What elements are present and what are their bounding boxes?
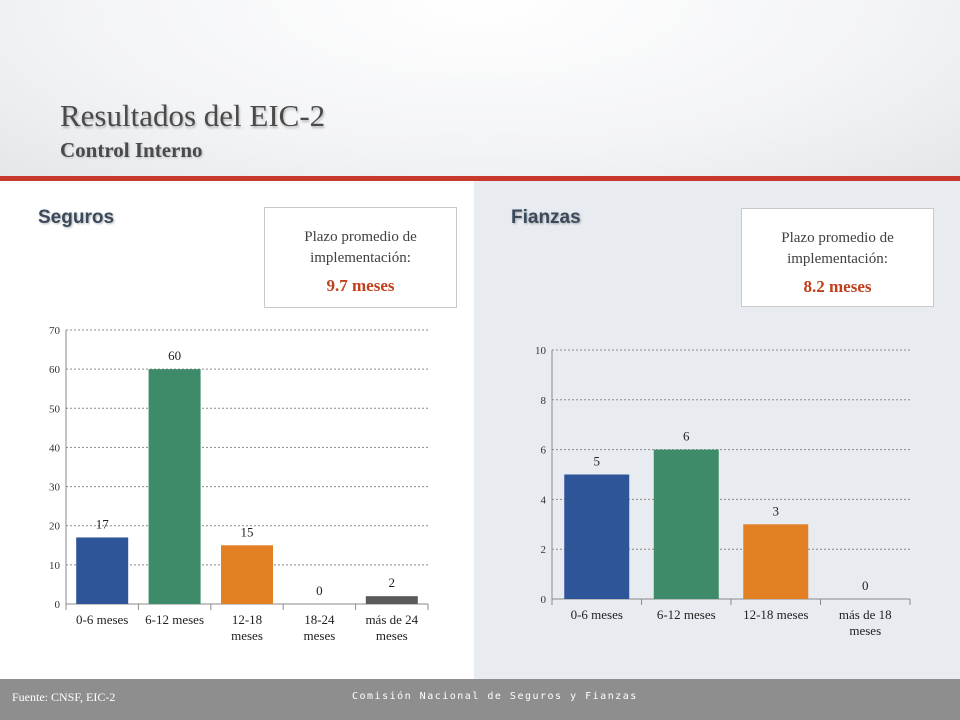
data-label-seguros: 60 [168, 348, 181, 363]
section-title-seguros: Seguros [38, 207, 115, 228]
bar-fianzas [743, 524, 809, 599]
bar-seguros [76, 537, 129, 604]
x-category-label-fianzas: 12-18 meses [743, 607, 808, 622]
y-tick-label-seguros: 70 [49, 325, 61, 337]
average-label-seguros: Plazo promedio de implementación: [304, 229, 417, 266]
x-category-label-fianzas: más de 18 [839, 607, 892, 622]
header-divider [0, 176, 960, 181]
bar-fianzas [564, 474, 630, 599]
y-tick-label-fianzas: 0 [541, 594, 547, 606]
x-category-label-seguros: 18-24 [304, 612, 335, 627]
header-background [0, 0, 960, 178]
bar-fianzas [653, 449, 719, 599]
organization-name: Comisión Nacional de Seguros y Fianzas [352, 691, 638, 702]
average-value-fianzas: 8.2 meses [803, 277, 872, 296]
y-tick-label-fianzas: 6 [541, 445, 547, 457]
bar-seguros [148, 369, 201, 604]
page-subtitle: Control Interno [60, 138, 203, 162]
x-category-label-fianzas: 0-6 meses [571, 607, 623, 622]
y-tick-label-fianzas: 2 [541, 544, 547, 556]
data-label-seguros: 17 [96, 516, 110, 531]
y-tick-label-seguros: 60 [49, 364, 61, 376]
footer-bar: Fuente: CNSF, EIC-2 Comisión Nacional de… [0, 679, 960, 720]
average-value-seguros: 9.7 meses [326, 276, 395, 295]
x-category-label-seguros: 0-6 meses [76, 612, 128, 627]
page-title: Resultados del EIC-2 [60, 98, 326, 133]
y-tick-label-fianzas: 4 [541, 494, 547, 506]
average-box-fianzas: Plazo promedio de implementación: 8.2 me… [741, 208, 934, 307]
section-title-fianzas: Fianzas [511, 207, 581, 228]
y-tick-label-seguros: 0 [55, 599, 61, 611]
y-tick-label-seguros: 20 [49, 521, 61, 533]
x-category-label-seguros: meses [376, 628, 408, 643]
x-category-label-fianzas: meses [849, 623, 881, 638]
data-label-seguros: 2 [389, 575, 396, 590]
x-category-label-seguros: 6-12 meses [145, 612, 204, 627]
data-label-seguros: 0 [316, 583, 323, 598]
data-label-fianzas: 3 [773, 503, 780, 518]
source-note: Fuente: CNSF, EIC-2 [12, 690, 116, 704]
x-category-label-seguros: 12-18 [232, 612, 262, 627]
data-label-fianzas: 6 [683, 429, 690, 444]
average-box-seguros: Plazo promedio de implementación: 9.7 me… [264, 207, 457, 308]
x-category-label-seguros: meses [231, 628, 263, 643]
y-tick-label-seguros: 10 [49, 560, 61, 572]
y-tick-label-seguros: 30 [49, 482, 61, 494]
y-tick-label-seguros: 50 [49, 403, 61, 415]
y-tick-label-fianzas: 10 [535, 345, 547, 357]
bar-seguros [365, 596, 418, 604]
bar-seguros [221, 545, 273, 604]
x-category-label-fianzas: 6-12 meses [657, 607, 716, 622]
x-category-label-seguros: más de 24 [365, 612, 418, 627]
data-label-fianzas: 0 [862, 578, 869, 593]
data-label-seguros: 15 [241, 524, 254, 539]
data-label-fianzas: 5 [594, 454, 601, 469]
average-label-fianzas: Plazo promedio de implementación: [781, 230, 894, 267]
x-category-label-seguros: meses [304, 628, 336, 643]
y-tick-label-fianzas: 8 [541, 395, 547, 407]
y-tick-label-seguros: 40 [49, 442, 61, 454]
